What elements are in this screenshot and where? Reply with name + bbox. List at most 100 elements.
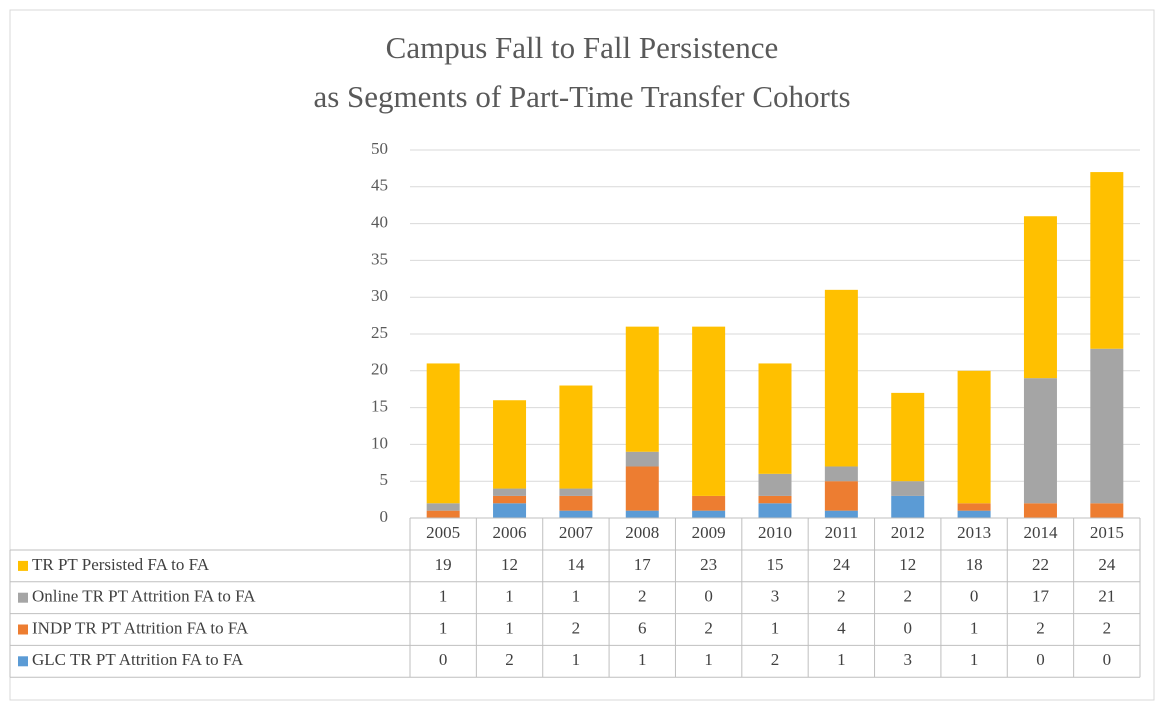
bar-segment (426, 510, 460, 518)
y-tick-label: 30 (371, 286, 388, 305)
bar-segment (1023, 503, 1057, 518)
bar-segment (1090, 172, 1124, 349)
table-value: 14 (567, 555, 585, 574)
table-value: 21 (1098, 587, 1115, 606)
bar-segment (625, 451, 659, 467)
table-value: 1 (638, 650, 647, 669)
table-value: 24 (833, 555, 851, 574)
x-tick-label: 2014 (1023, 523, 1058, 542)
y-tick-label: 40 (371, 213, 388, 232)
table-value: 17 (1032, 587, 1050, 606)
x-tick-label: 2013 (957, 523, 991, 542)
bar-segment (559, 495, 593, 511)
bar-segment (824, 481, 858, 511)
legend-key (18, 592, 28, 603)
table-value: 3 (771, 587, 780, 606)
legend-key (18, 656, 28, 667)
bar-segment (891, 495, 925, 518)
table-value: 0 (903, 618, 912, 637)
table-value: 2 (1036, 618, 1045, 637)
table-value: 17 (634, 555, 652, 574)
bar-segment (692, 510, 726, 518)
bar-segment (957, 370, 991, 504)
bar-segment (758, 503, 792, 518)
legend-label: INDP TR PT Attrition FA to FA (32, 618, 249, 637)
table-value: 2 (1103, 618, 1112, 637)
bar-segment (758, 495, 792, 504)
bar-segment (493, 400, 527, 489)
bar-segment (758, 473, 792, 496)
table-value: 0 (1103, 650, 1112, 669)
table-value: 15 (767, 555, 784, 574)
bar-segment (493, 488, 527, 496)
table-value: 22 (1032, 555, 1049, 574)
table-value: 1 (439, 587, 448, 606)
table-value: 24 (1098, 555, 1116, 574)
bar-segment (559, 510, 593, 518)
table-value: 1 (439, 618, 448, 637)
bar-segment (625, 466, 659, 511)
table-value: 1 (505, 618, 514, 637)
table-value: 18 (966, 555, 983, 574)
bar-segment (957, 503, 991, 511)
bar-segment (625, 326, 659, 452)
table-value: 1 (837, 650, 846, 669)
table-value: 1 (970, 618, 979, 637)
table-value: 0 (1036, 650, 1045, 669)
table-value: 2 (903, 587, 912, 606)
table-value: 2 (505, 650, 514, 669)
x-tick-label: 2011 (825, 523, 858, 542)
bar-segment (891, 392, 925, 482)
bar-segment (493, 495, 527, 504)
chart-border (9, 9, 1155, 701)
y-tick-label: 20 (371, 360, 388, 379)
bar-segment (692, 326, 726, 496)
bar-segment (692, 495, 726, 511)
y-tick-label: 0 (380, 507, 389, 526)
bar-segment (426, 363, 460, 504)
x-tick-label: 2008 (625, 523, 659, 542)
y-tick-label: 35 (371, 249, 388, 268)
table-value: 1 (704, 650, 713, 669)
table-value: 1 (970, 650, 979, 669)
table-value: 0 (704, 587, 713, 606)
table-value: 19 (435, 555, 452, 574)
table-value: 12 (899, 555, 916, 574)
bar-segment (625, 510, 659, 518)
table-value: 4 (837, 618, 846, 637)
y-tick-label: 10 (371, 433, 388, 452)
table-value: 1 (771, 618, 780, 637)
x-tick-label: 2005 (426, 523, 460, 542)
table-value: 2 (638, 587, 647, 606)
table-value: 0 (439, 650, 448, 669)
table-value: 23 (700, 555, 717, 574)
bar-segment (957, 510, 991, 518)
y-tick-label: 45 (371, 176, 388, 195)
legend-label: GLC TR PT Attrition FA to FA (32, 650, 244, 669)
x-tick-label: 2010 (758, 523, 792, 542)
bar-segment (1023, 378, 1057, 504)
bar-segment (824, 510, 858, 518)
legend-key (18, 624, 28, 635)
bar-segment (824, 466, 858, 482)
y-tick-label: 15 (371, 397, 388, 416)
table-value: 2 (704, 618, 713, 637)
table-value: 12 (501, 555, 518, 574)
bar-segment (493, 503, 527, 518)
x-tick-label: 2009 (692, 523, 726, 542)
bar-segment (1090, 348, 1124, 504)
x-tick-label: 2012 (891, 523, 925, 542)
legend-label: TR PT Persisted FA to FA (32, 555, 210, 574)
bar-segment (559, 488, 593, 496)
y-tick-label: 50 (371, 139, 388, 158)
legend-key (18, 560, 28, 571)
table-value: 1 (572, 650, 581, 669)
x-tick-label: 2006 (493, 523, 527, 542)
table-value: 6 (638, 618, 647, 637)
x-tick-label: 2015 (1090, 523, 1124, 542)
bar-segment (758, 363, 792, 474)
legend-label: Online TR PT Attrition FA to FA (32, 587, 256, 606)
bar-segment (824, 289, 858, 467)
table-value: 2 (572, 618, 581, 637)
